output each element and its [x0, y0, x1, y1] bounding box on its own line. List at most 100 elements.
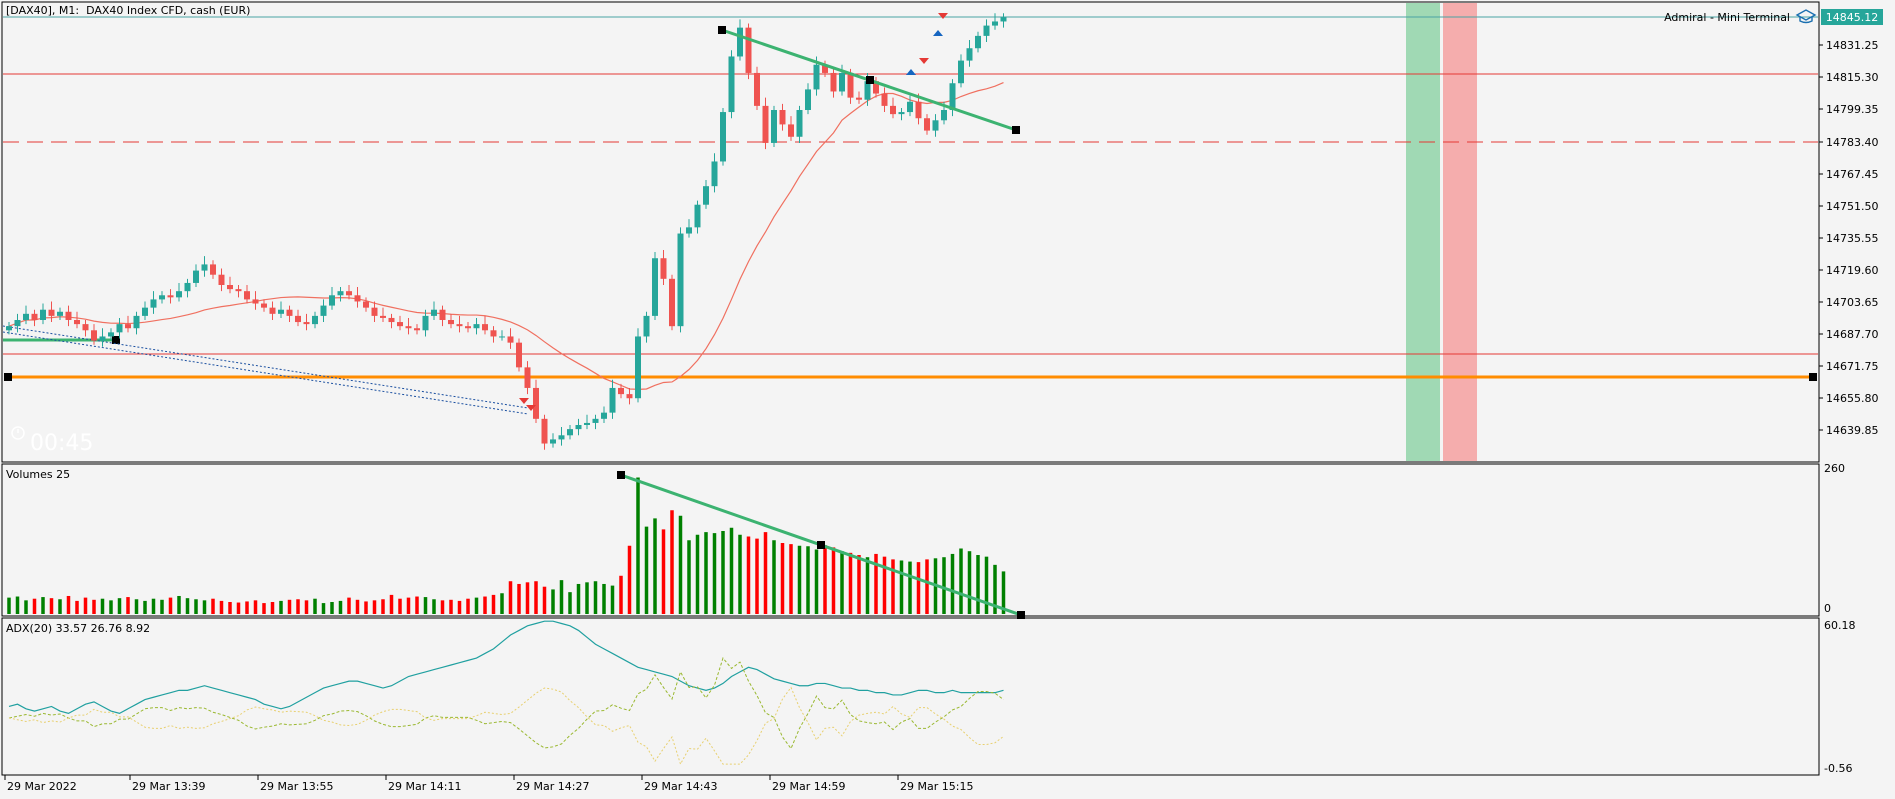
candle — [737, 27, 743, 57]
candle — [65, 311, 72, 320]
left-trend-handle[interactable] — [112, 336, 120, 344]
sell-arrow-icon — [938, 13, 948, 19]
price-axis[interactable]: 14831.25 14815.30 14799.35 14783.40 14767.45… — [1819, 39, 1879, 437]
candle — [907, 101, 913, 113]
candle — [414, 328, 420, 331]
candle — [159, 295, 165, 300]
candle — [779, 110, 786, 125]
trend-handle-mid[interactable] — [866, 76, 874, 84]
candle — [890, 105, 896, 115]
adx-axis[interactable]: 60.18 -0.56 — [1824, 619, 1856, 775]
price-tick-label: 14831.25 — [1826, 39, 1879, 52]
time-tick-label: 29 Mar 13:55 — [260, 780, 333, 793]
price-tick-label: 14799.35 — [1826, 103, 1879, 116]
candle — [388, 317, 395, 323]
candle — [941, 110, 947, 121]
buy-arrow-icon — [933, 30, 943, 36]
orange-level-handle-left[interactable] — [4, 373, 12, 381]
volume-tick-label: 0 — [1824, 602, 1831, 615]
volume-trend-handle-end[interactable] — [1017, 611, 1025, 619]
candle — [541, 418, 548, 444]
dotted-trendline-a[interactable] — [2, 325, 529, 409]
candle — [949, 83, 956, 110]
candle — [592, 418, 599, 423]
candle — [507, 336, 514, 343]
candle — [805, 89, 811, 110]
candle — [295, 315, 301, 323]
sell-arrow-icon — [526, 405, 536, 411]
candle — [312, 315, 318, 325]
volume-panel-label: Volumes 25 — [6, 468, 71, 481]
candle — [278, 309, 284, 314]
candle — [14, 320, 21, 327]
time-axis[interactable]: 29 Mar 2022 29 Mar 13:39 29 Mar 13:55 29 Ma… — [4, 775, 973, 793]
candle — [397, 322, 403, 327]
plus-di-line — [8, 657, 1004, 750]
candle — [371, 307, 378, 316]
candle — [1000, 17, 1007, 22]
candle — [167, 295, 174, 298]
price-tick-label: 14719.60 — [1826, 264, 1879, 277]
dotted-trendline-b[interactable] — [2, 331, 529, 415]
price-tick-label: 14815.30 — [1826, 71, 1879, 84]
candle — [575, 425, 582, 430]
candle — [550, 439, 556, 444]
price-tick-label: 14735.55 — [1826, 232, 1879, 245]
candle — [694, 204, 701, 228]
volume-axis[interactable]: 260 0 — [1824, 462, 1845, 615]
candle — [218, 274, 225, 285]
candle — [235, 289, 242, 292]
candle — [669, 278, 675, 327]
candle — [176, 291, 182, 298]
candle — [898, 112, 905, 115]
candle — [958, 60, 964, 84]
trend-handle-start[interactable] — [718, 26, 726, 34]
candle — [881, 93, 888, 106]
candle — [125, 324, 131, 329]
candle — [847, 72, 854, 98]
candle — [380, 315, 386, 318]
ma-line — [8, 81, 1004, 390]
candle — [584, 422, 590, 425]
price-tick-label: 14751.50 — [1826, 200, 1879, 213]
time-tick-label: 29 Mar 13:39 — [132, 780, 205, 793]
candle — [499, 336, 505, 338]
trend-handle-end[interactable] — [1012, 126, 1020, 134]
candle — [567, 429, 573, 436]
candle — [448, 320, 454, 325]
time-tick-label: 29 Mar 15:15 — [900, 780, 973, 793]
volume-trend-handle-mid[interactable] — [817, 541, 825, 549]
candle — [609, 387, 616, 413]
terminal-label[interactable]: Admiral - Mini Terminal — [1664, 11, 1790, 24]
candle — [40, 309, 46, 320]
candle — [703, 186, 709, 205]
candle — [108, 332, 114, 337]
mortarboard-icon[interactable] — [1795, 9, 1817, 24]
candle — [405, 326, 412, 329]
candle — [337, 291, 344, 296]
candle — [652, 258, 658, 316]
symbol-title: [DAX40], M1: DAX40 Index CFD, cash (EUR) — [6, 4, 251, 17]
candle — [201, 264, 208, 271]
candle — [720, 112, 726, 162]
candle — [813, 64, 820, 90]
candle — [966, 48, 973, 61]
candle — [796, 110, 803, 137]
orange-level-handle-right[interactable] — [1809, 373, 1817, 381]
buy-zone — [1406, 3, 1440, 461]
time-tick-label: 29 Mar 14:43 — [644, 780, 717, 793]
candle — [91, 330, 97, 341]
adx-tick-label: -0.56 — [1824, 762, 1852, 775]
candle — [533, 387, 539, 419]
candle — [23, 313, 29, 320]
volume-trend-handle-start[interactable] — [617, 471, 625, 479]
candle — [822, 64, 828, 73]
candle — [142, 307, 148, 316]
candle — [490, 330, 497, 337]
candle — [788, 124, 794, 137]
candle — [558, 435, 565, 440]
candle — [516, 342, 522, 368]
adx-main-line — [8, 620, 1004, 715]
